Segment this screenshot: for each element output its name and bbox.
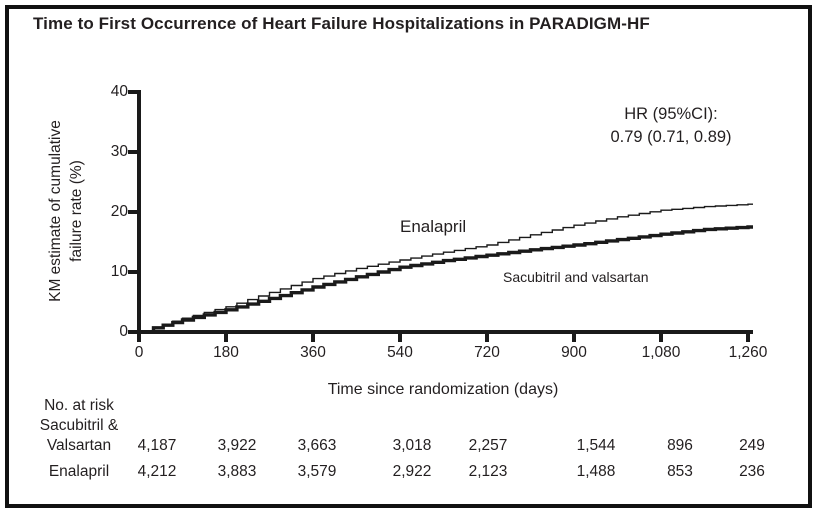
km-curve-enalapril	[139, 203, 753, 333]
x-tick-mark	[137, 334, 141, 342]
curve-label-sacubitril-valsartan: Sacubitril and valsartan	[503, 269, 649, 285]
risk-count-row2: 2,922	[392, 463, 432, 480]
risk-count-row2: 4,212	[137, 463, 177, 480]
x-tick-mark	[398, 334, 402, 342]
x-axis-label: Time since randomization (days)	[327, 381, 559, 398]
y-tick-label: 10	[110, 263, 128, 280]
risk-count-row2: 853	[667, 463, 693, 480]
x-tick-mark	[572, 334, 576, 342]
y-tick-label: 40	[110, 83, 128, 100]
x-tick-label: 360	[300, 344, 326, 361]
y-tick-label: 0	[119, 323, 128, 340]
y-axis-label: KM estimate of cumulative failure rate (…	[45, 86, 87, 336]
x-tick-label: 180	[213, 344, 239, 361]
x-tick-label: 1,080	[641, 344, 681, 361]
risk-count-row1: 3,663	[297, 437, 337, 454]
risk-table-heading: No. at risk	[44, 397, 114, 414]
x-tick-mark	[659, 334, 663, 342]
risk-count-row1: 4,187	[137, 437, 177, 454]
y-tick-mark	[128, 90, 138, 94]
x-tick-mark	[746, 334, 750, 342]
y-tick-mark	[128, 150, 138, 154]
y-tick-label: 30	[110, 143, 128, 160]
risk-count-row1: 249	[739, 437, 765, 454]
risk-count-row1: 3,922	[217, 437, 257, 454]
risk-count-row2: 2,123	[468, 463, 508, 480]
risk-count-row2: 3,883	[217, 463, 257, 480]
risk-row1-label-line2: Valsartan	[46, 437, 112, 454]
x-axis-line	[137, 330, 753, 334]
y-tick-mark	[128, 330, 138, 334]
risk-count-row1: 3,018	[392, 437, 432, 454]
hazard-ratio-annotation: HR (95%CI): 0.79 (0.71, 0.89)	[551, 103, 791, 149]
x-tick-mark	[224, 334, 228, 342]
x-tick-label: 900	[561, 344, 587, 361]
risk-row2-label: Enalapril	[48, 463, 110, 480]
x-tick-label: 1,260	[728, 344, 768, 361]
risk-count-row2: 236	[739, 463, 765, 480]
hazard-ratio-line2: 0.79 (0.71, 0.89)	[610, 128, 732, 146]
curve-label-enalapril: Enalapril	[400, 217, 467, 236]
figure-title: Time to First Occurrence of Heart Failur…	[33, 14, 650, 33]
hazard-ratio-line1: HR (95%CI):	[624, 105, 718, 123]
risk-count-row2: 1,488	[576, 463, 616, 480]
x-tick-mark	[311, 334, 315, 342]
risk-count-row1: 2,257	[468, 437, 508, 454]
x-tick-label: 0	[134, 344, 144, 361]
x-tick-mark	[485, 334, 489, 342]
risk-count-row1: 896	[667, 437, 693, 454]
y-tick-mark	[128, 270, 138, 274]
km-curve-sacubitril-valsartan	[139, 225, 753, 334]
risk-count-row1: 1,544	[576, 437, 616, 454]
x-tick-label: 540	[387, 344, 413, 361]
y-axis-label-line2: failure rate (%)	[68, 160, 85, 262]
risk-count-row2: 3,579	[297, 463, 337, 480]
risk-row1-label-line1: Sacubitril &	[39, 417, 119, 434]
y-tick-label: 20	[110, 203, 128, 220]
x-tick-label: 720	[474, 344, 500, 361]
y-axis-line	[137, 90, 141, 336]
y-tick-mark	[128, 210, 138, 214]
y-axis-label-line1: KM estimate of cumulative	[47, 120, 64, 302]
